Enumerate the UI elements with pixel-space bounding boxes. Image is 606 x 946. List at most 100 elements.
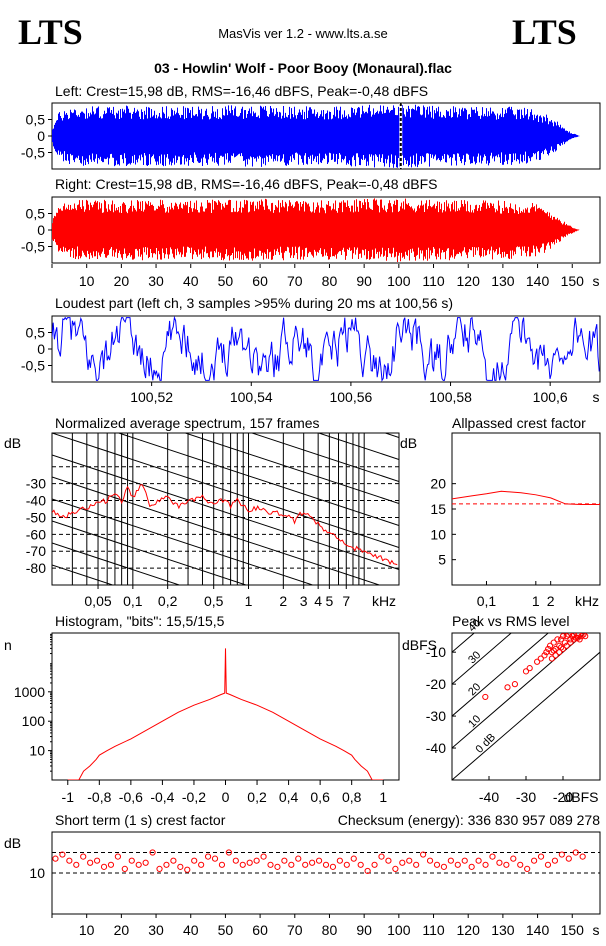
histogram-ylabel: n — [4, 637, 12, 653]
short-term-crest-point — [59, 851, 66, 858]
peak-vs-rms-point — [504, 684, 511, 691]
spectrum-ytick-label: -30 — [26, 476, 46, 492]
short-term-crest-point — [357, 861, 364, 868]
peak-vs-rms-point — [582, 633, 589, 640]
short-term-crest-point — [315, 857, 323, 864]
spectrum-xtick-label: 0,1 — [123, 593, 143, 609]
short-term-crest-xtick-label: 60 — [252, 922, 268, 938]
time-axis-label: 100 — [387, 273, 411, 289]
peak-vs-rms-point — [567, 636, 574, 643]
peak-vs-rms-point — [550, 639, 557, 646]
spectrum-curve — [52, 484, 398, 566]
short-term-crest-point — [336, 857, 343, 864]
spectrum-xtick-label: 0,2 — [158, 593, 178, 609]
peak-vs-rms-diagonal — [452, 651, 600, 780]
spectrum-ytick-label: -50 — [26, 509, 46, 525]
peak-vs-rms-diagonal-label: 30 — [466, 649, 483, 666]
short-term-crest-ylabel: dB — [4, 835, 21, 851]
short-term-crest-xtick-label: 80 — [322, 922, 338, 938]
peak-vs-rms-diagonal — [452, 633, 549, 717]
peak-vs-rms-point — [545, 645, 552, 653]
loudest-ytick-label: 0 — [37, 341, 45, 357]
short-term-crest-point — [537, 853, 545, 860]
peak-vs-rms-ytick-label: -20 — [426, 676, 446, 692]
short-term-crest-point — [149, 849, 156, 856]
loudest-part-title: Loudest part (left ch, 3 samples >95% du… — [55, 295, 453, 311]
time-axis-label: 90 — [356, 273, 372, 289]
avg-spectrum-frame — [51, 432, 400, 586]
short-term-crest-point — [156, 865, 163, 873]
histogram-title: Histogram, "bits": 15,5/15,5 — [55, 613, 225, 629]
short-term-crest-point — [281, 857, 288, 864]
spectrum-xunit: kHz — [372, 593, 396, 609]
histogram-xtick-label: -0,2 — [182, 789, 206, 805]
loudest-xunit: s — [593, 389, 600, 405]
peak-vs-rms-point — [526, 665, 533, 672]
loudest-xtick-label: 100,54 — [230, 389, 273, 405]
allpass-xunit: kHz — [575, 593, 599, 609]
allpass-crest-curve — [452, 490, 600, 505]
short-term-crest-ytick-label: 10 — [29, 865, 45, 881]
peak-vs-rms-point — [559, 633, 567, 640]
time-axis-label: 60 — [252, 273, 268, 289]
peak-vs-rms-point — [572, 634, 580, 641]
short-term-crest-point — [184, 866, 191, 873]
short-term-crest-point — [274, 863, 281, 870]
peak-vs-rms-ytick-label: -40 — [426, 740, 446, 756]
short-term-crest-point — [524, 865, 531, 873]
spectrum-xtick-label: 2 — [279, 593, 287, 609]
right-waveform-ytick-label: 0,5 — [26, 206, 46, 222]
short-term-crest-point — [246, 859, 253, 866]
allpass-ytick-label: 5 — [438, 552, 446, 568]
short-term-crest-point — [163, 861, 170, 868]
histogram-xtick-label: 0,4 — [279, 789, 299, 805]
peak-vs-rms-point — [567, 639, 574, 646]
short-term-crest-point — [433, 861, 441, 868]
histogram-xtick-label: 0,2 — [247, 789, 267, 805]
short-term-crest-point — [225, 849, 232, 856]
short-term-crest-point — [170, 857, 177, 864]
short-term-crest-point — [364, 867, 371, 875]
time-axis-label: 20 — [114, 273, 130, 289]
short-term-crest-point — [392, 865, 399, 873]
short-term-crest-xtick-label: 30 — [148, 922, 164, 938]
short-term-crest-point — [440, 863, 448, 870]
peak-vs-rms-point — [548, 649, 556, 656]
loudest-ytick-label: 0,5 — [26, 325, 46, 341]
time-axis-label: 70 — [287, 273, 303, 289]
short-term-crest-point — [267, 861, 274, 868]
time-axis-label: 120 — [457, 273, 481, 289]
peak-vs-rms-point — [552, 645, 559, 653]
checksum-annotation: Checksum (energy): 336 830 957 089 278 — [338, 812, 600, 828]
short-term-crest-point — [288, 861, 295, 868]
spectrum-slope-line — [52, 454, 399, 570]
short-term-crest-point — [73, 861, 80, 868]
right-waveform-title: Right: Crest=15,98 dB, RMS=-16,46 dBFS, … — [55, 176, 437, 192]
peak-vs-rms-diagonal-label: 10 — [466, 713, 483, 730]
peak-vs-rms-point — [522, 668, 530, 675]
peak-vs-rms-xtick-label: -40 — [479, 789, 499, 805]
histogram-curve — [67, 648, 384, 780]
allpass-xtick-label: 0,1 — [477, 593, 497, 609]
short-term-crest-point — [371, 861, 378, 868]
peak-vs-rms-xunit: dBFS — [563, 789, 598, 805]
left-waveform-ytick-label: -0,5 — [21, 145, 45, 161]
histogram-ytick-label: 10 — [29, 743, 45, 759]
short-term-crest-point — [142, 859, 149, 866]
spectrum-xtick-label: 1 — [245, 593, 253, 609]
peak-vs-rms-title: Peak vs RMS level — [452, 613, 569, 629]
allpass-xtick-label: 1 — [532, 593, 540, 609]
short-term-crest-point — [426, 857, 434, 864]
spectrum-slope-line — [183, 433, 399, 504]
peak-vs-rms-point — [569, 633, 576, 640]
spectrum-xtick-label: 4 — [314, 593, 322, 609]
left-waveform-ytick-label: 0,5 — [26, 112, 46, 128]
time-axis-label: 150 — [561, 273, 585, 289]
spectrum-xtick-label: 3 — [300, 593, 308, 609]
short-term-crest-point — [420, 851, 427, 858]
peak-vs-rms-ytick-label: -10 — [426, 644, 446, 660]
short-term-crest-point — [204, 853, 212, 860]
peak-vs-rms-point — [574, 634, 581, 641]
left-waveform-signal — [52, 104, 580, 168]
loudest-xtick-label: 100,56 — [329, 389, 372, 405]
